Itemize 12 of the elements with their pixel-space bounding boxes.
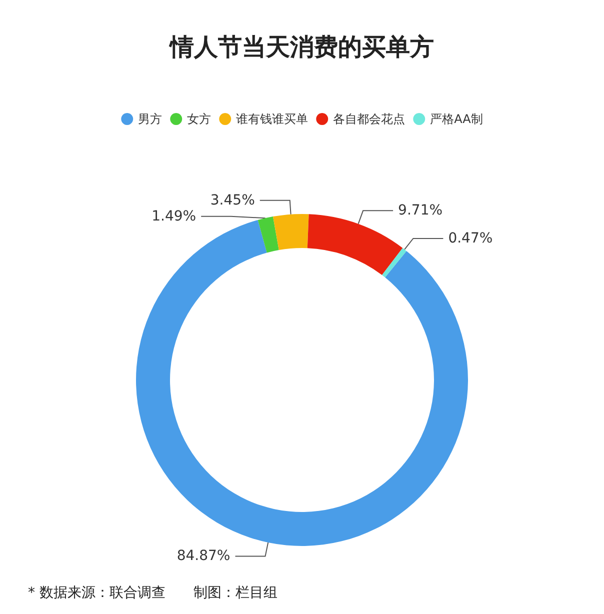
legend-label: 各自都会花点: [333, 112, 406, 126]
legend-label: 谁有钱谁买单: [236, 112, 308, 126]
data-label: 1.49%: [152, 208, 196, 224]
legend-label: 女方: [187, 112, 212, 126]
data-label: 3.45%: [210, 192, 255, 208]
legend-label: 男方: [138, 112, 162, 126]
data-label: 0.47%: [448, 230, 493, 246]
data-label: 84.87%: [176, 548, 230, 564]
legend-label: 严格AA制: [430, 112, 483, 126]
chart-title: 情人节当天消费的买单方: [168, 33, 434, 61]
data-label: 9.71%: [398, 202, 443, 219]
text: * 数据来源：联合调查 制图：栏目组: [28, 585, 278, 601]
